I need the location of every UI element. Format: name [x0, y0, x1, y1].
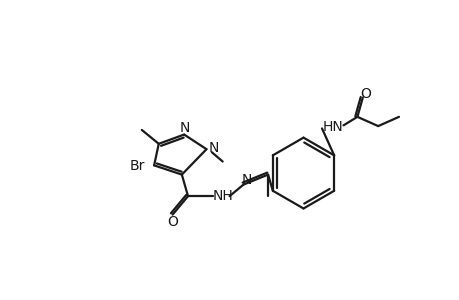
Text: NH: NH	[212, 189, 233, 203]
Text: N: N	[208, 141, 219, 155]
Text: O: O	[167, 214, 178, 229]
Text: Br: Br	[129, 159, 145, 173]
Text: N: N	[179, 121, 190, 135]
Text: O: O	[360, 87, 370, 101]
Text: HN: HN	[322, 120, 342, 134]
Text: N: N	[241, 173, 251, 187]
